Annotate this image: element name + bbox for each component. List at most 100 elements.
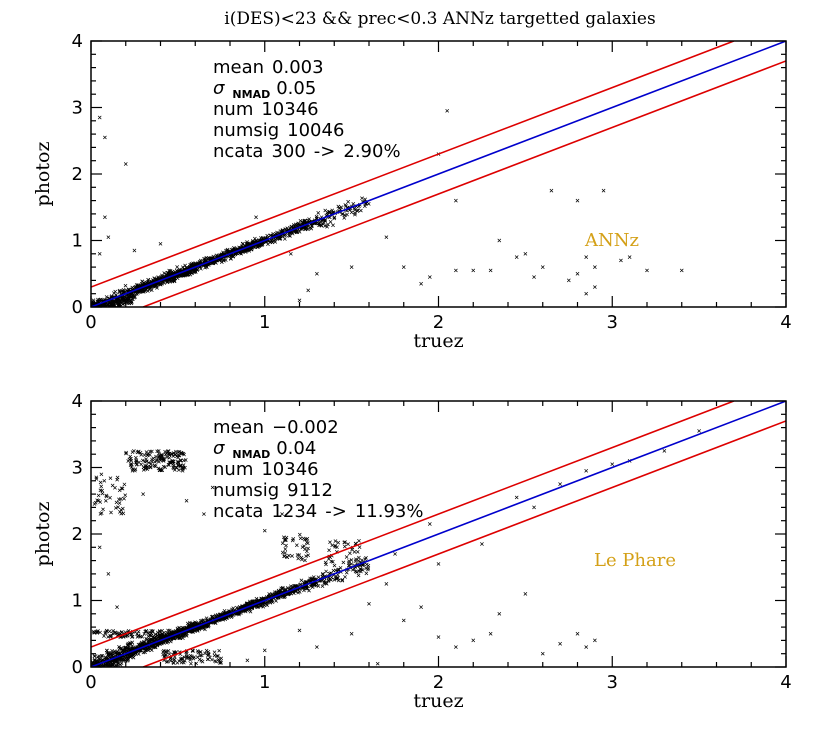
data-point: [93, 654, 97, 658]
data-point: [121, 289, 125, 294]
data-point: [150, 457, 154, 462]
data-point: [124, 451, 128, 456]
data-point: [181, 451, 186, 456]
data-point: [351, 567, 355, 572]
data-point: [328, 540, 332, 545]
data-point: [143, 650, 147, 655]
data-point: [99, 472, 104, 477]
data-point: [514, 255, 519, 259]
data-point: [243, 250, 248, 254]
data-point: [188, 272, 193, 277]
data-point: [258, 243, 263, 248]
data-point: [92, 630, 96, 635]
data-point: [343, 575, 347, 579]
data-point: [135, 635, 140, 639]
data-point: [283, 547, 288, 551]
data-point: [305, 541, 310, 546]
data-point: [156, 449, 161, 453]
data-point: [122, 482, 127, 487]
data-point: [310, 585, 315, 590]
data-point: [349, 210, 354, 215]
data-point: [102, 478, 107, 483]
data-point: [172, 650, 177, 654]
data-point: [214, 659, 218, 664]
data-point: [488, 631, 493, 636]
data-point: [180, 265, 185, 270]
data-point: [215, 654, 219, 658]
data-point: [558, 482, 562, 486]
data-point: [206, 652, 211, 657]
data-point: [160, 468, 165, 472]
data-point: [217, 648, 222, 653]
data-point: [177, 625, 181, 630]
data-point: [330, 543, 335, 548]
data-point: [540, 265, 545, 269]
data-point: [134, 462, 139, 467]
data-point: [178, 657, 183, 661]
data-point: [303, 558, 307, 563]
data-point: [223, 258, 228, 262]
data-point: [121, 511, 126, 516]
data-point: [106, 652, 111, 656]
data-point: [497, 611, 502, 616]
data-point: [190, 654, 194, 659]
data-point: [566, 278, 571, 283]
data-point: [146, 460, 151, 465]
data-point: [157, 629, 162, 633]
data-point: [549, 188, 554, 193]
data-point: [197, 627, 202, 632]
data-point: [471, 638, 476, 643]
data-point: [195, 655, 200, 660]
data-point: [109, 633, 114, 638]
data-point: [610, 462, 615, 467]
data-point: [193, 270, 198, 274]
data-point: [170, 458, 175, 463]
data-point: [306, 546, 310, 551]
stat-ncata: ncata 300 -> 2.90%: [213, 141, 401, 162]
lower-outlier-bound-line: [142, 60, 786, 307]
data-point: [144, 457, 148, 461]
data-point: [188, 263, 193, 267]
stat-mean: mean 0.003: [213, 57, 324, 78]
data-point: [119, 661, 124, 666]
data-point: [363, 557, 368, 561]
data-point: [219, 656, 224, 661]
data-point: [212, 650, 217, 655]
data-point: [202, 512, 206, 516]
data-point: [344, 555, 349, 559]
data-point: [349, 265, 354, 269]
data-point: [93, 500, 98, 505]
data-point: [167, 460, 172, 465]
data-point: [323, 217, 328, 222]
data-point: [345, 212, 349, 217]
data-point: [346, 199, 351, 204]
data-point: [191, 656, 196, 661]
data-point: [318, 223, 322, 227]
data-point: [171, 660, 176, 665]
data-point: [184, 498, 189, 503]
data-point: [122, 496, 126, 501]
data-point: [133, 285, 137, 290]
data-point: [92, 630, 97, 635]
data-point: [125, 297, 130, 301]
data-point: [267, 599, 272, 604]
data-point: [584, 645, 589, 649]
data-point: [330, 208, 335, 213]
data-point: [326, 222, 330, 227]
stat-num: num 10346: [213, 459, 319, 480]
x-tick-label: 4: [780, 672, 791, 693]
data-point: [183, 658, 187, 663]
data-point: [228, 256, 233, 261]
data-point: [304, 554, 308, 559]
data-point: [584, 255, 589, 259]
data-point: [200, 659, 205, 664]
data-point: [142, 632, 147, 636]
data-point: [315, 645, 319, 649]
data-point: [203, 265, 207, 270]
data-point: [91, 298, 96, 303]
data-point: [323, 560, 328, 565]
stat-numsig: numsig 9112: [213, 480, 333, 501]
data-point: [302, 219, 306, 224]
x-tick-label: 1: [259, 312, 270, 333]
